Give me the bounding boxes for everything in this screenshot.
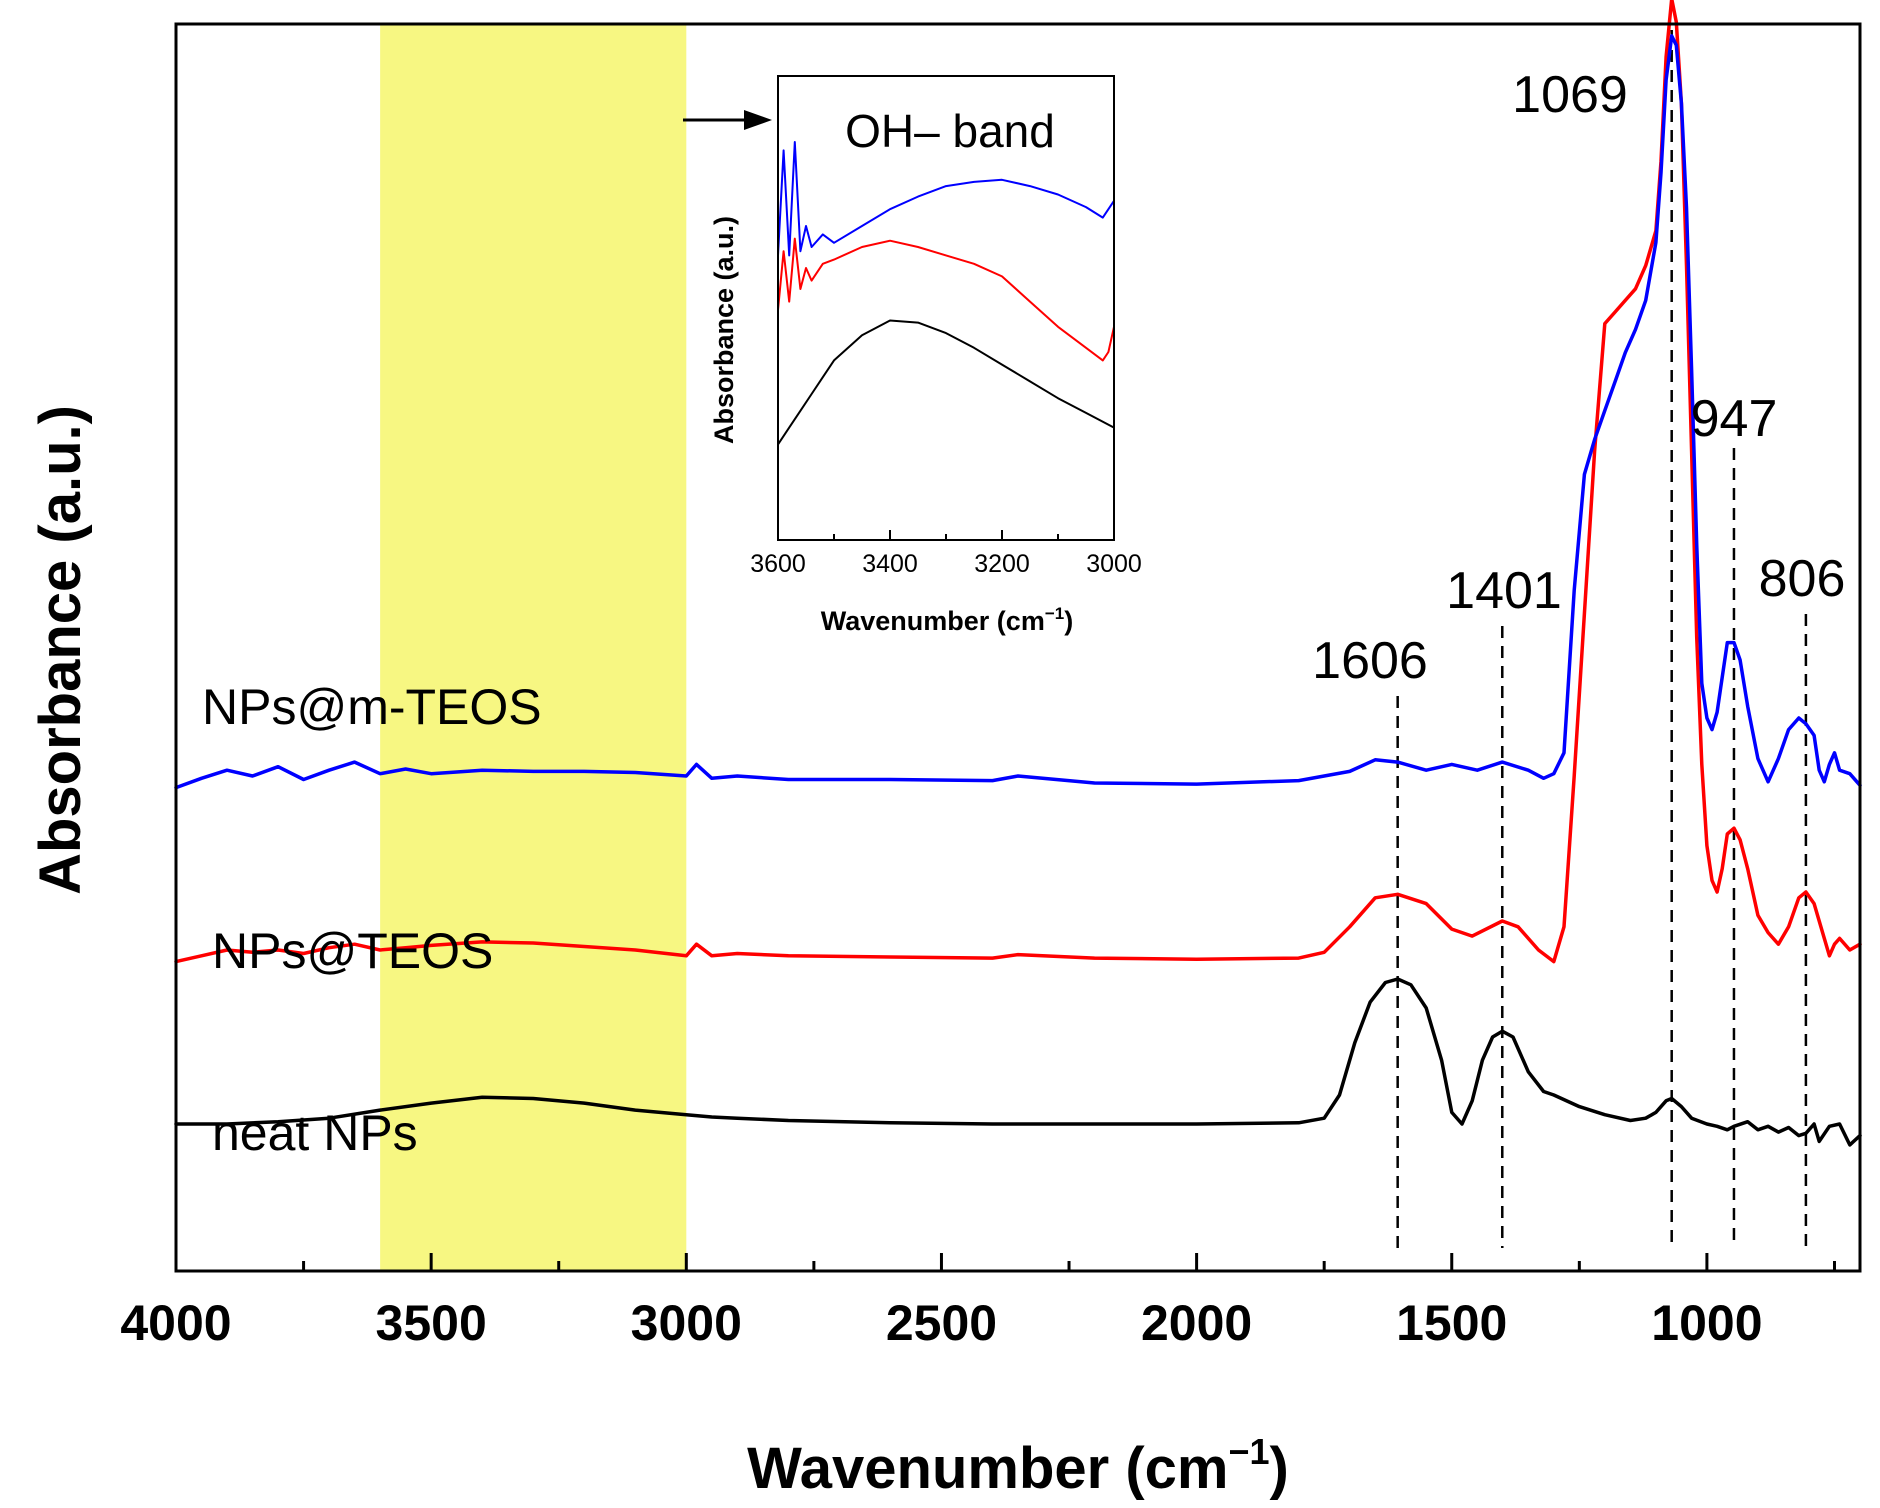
x-tick-label-1500: 1500 [1396, 1295, 1507, 1351]
x-tick-label-1000: 1000 [1651, 1295, 1762, 1351]
series-label-neat: neat NPs [212, 1105, 418, 1161]
series-label-m-teos: NPs@m-TEOS [202, 679, 542, 735]
peak-dash-layer [1396, 30, 1808, 1248]
inset-title: OH– band [845, 105, 1055, 157]
x-tick-label-2500: 2500 [886, 1295, 997, 1351]
inset-background [778, 76, 1114, 540]
peak-label-806: 806 [1759, 550, 1846, 608]
x-tick-layer: 4000 3500 3000 2500 2000 1500 1000 [120, 1253, 1836, 1351]
inset-series-line-neat-nps [777, 319, 1115, 445]
peak-label-1069: 1069 [1512, 66, 1628, 124]
inset-series-line-nps-m-teos [777, 141, 1115, 257]
x-tick-label-3500: 3500 [376, 1295, 487, 1351]
inset-y-axis-label: Absorbance (a.u.) [709, 216, 739, 444]
highlight-band-layer [380, 24, 687, 1271]
x-tick-label-3000: 3000 [631, 1295, 742, 1351]
highlight-band [380, 24, 687, 1271]
peak-label-1401: 1401 [1446, 562, 1562, 620]
y-axis-label: Absorbance (a.u.) [28, 405, 93, 895]
x-tick-label-4000: 4000 [120, 1295, 231, 1351]
series-layer [174, 0, 1862, 1147]
inset-x-axis-label: Wavenumber (cm−1) [821, 604, 1073, 636]
inset-x-tick-label-3000: 3000 [1086, 550, 1142, 578]
peak-label-947: 947 [1691, 390, 1778, 448]
peak-label-1606: 1606 [1312, 632, 1428, 690]
inset-arrow-head [744, 110, 772, 130]
inset-series-layer [777, 141, 1115, 445]
series-label-teos: NPs@TEOS [212, 923, 493, 979]
inset-x-tick-label-3400: 3400 [862, 550, 918, 578]
series-line-nps-teos [174, 0, 1862, 964]
main-plot-frame [174, 22, 1862, 1273]
inset-x-tick-label-3600: 3600 [750, 550, 806, 578]
x-tick-label-2000: 2000 [1141, 1295, 1252, 1351]
inset-tick-layer: 3600 3400 3200 3000 [750, 530, 1142, 578]
inset-x-tick-label-3200: 3200 [974, 550, 1030, 578]
series-line-nps-m-teos [174, 34, 1862, 790]
series-line-neat-nps [174, 977, 1862, 1147]
x-axis-label: Wavenumber (cm−1) [747, 1431, 1289, 1501]
inset-series-line-nps-teos [777, 237, 1115, 362]
